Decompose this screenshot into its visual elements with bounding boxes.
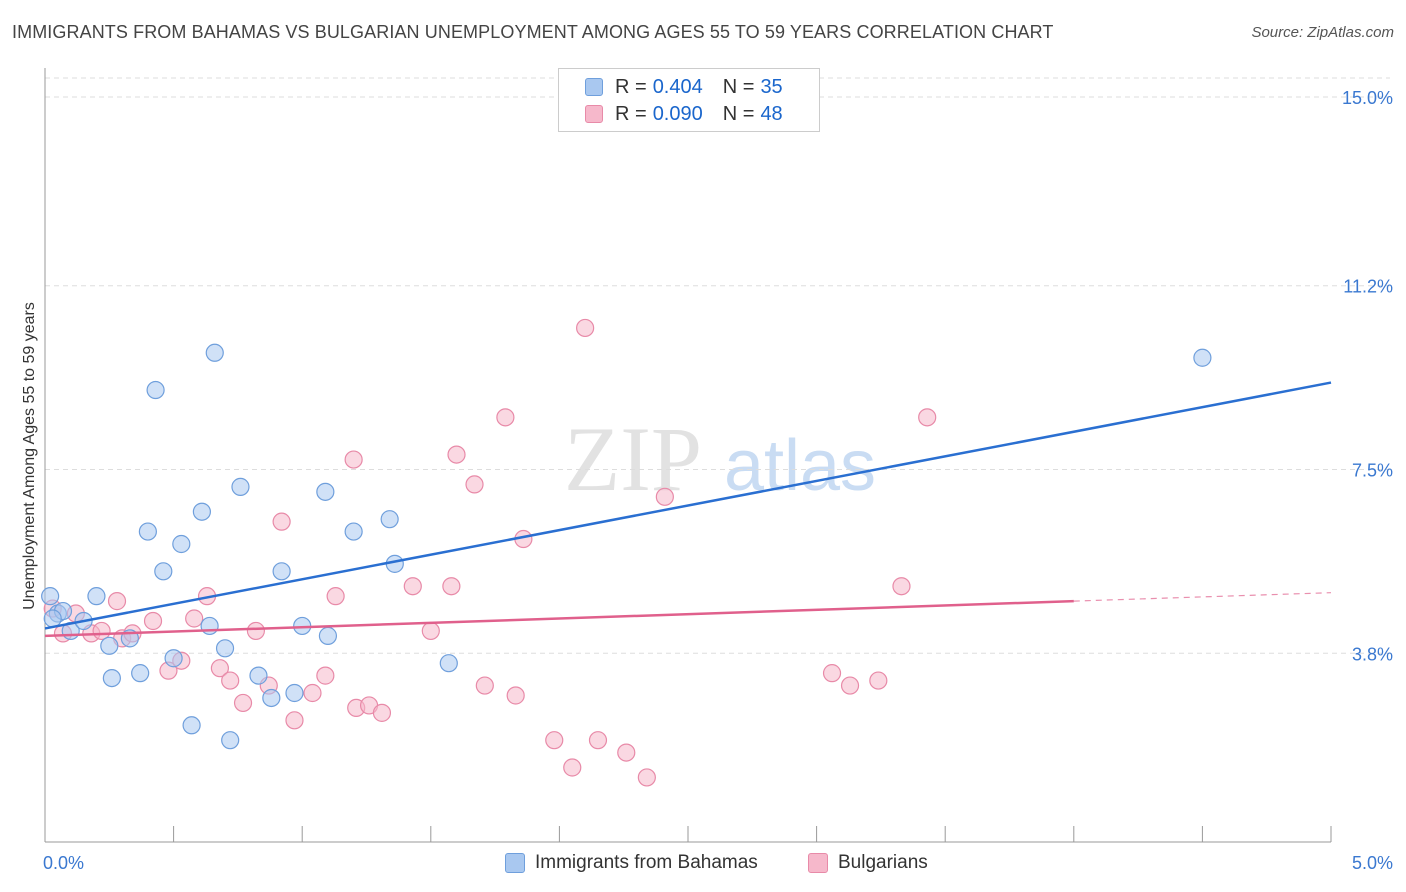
- chart-title: IMMIGRANTS FROM BAHAMAS VS BULGARIAN UNE…: [12, 22, 1054, 42]
- legend-r-label: R =: [615, 75, 647, 98]
- bulgarian-point: [822, 664, 842, 683]
- bulgarian-point: [326, 587, 345, 606]
- watermark-zip: ZIP: [564, 408, 702, 510]
- bulgarian-point: [372, 703, 392, 722]
- series-legend-bulgarians: Bulgarians: [808, 852, 928, 874]
- bulgarian-point: [316, 666, 335, 685]
- bulgarian-point: [840, 676, 860, 695]
- bulgarian-point: [285, 711, 304, 730]
- bahamas-point: [318, 626, 338, 645]
- bahamas-point: [285, 683, 304, 703]
- bulgarian-point: [447, 445, 466, 464]
- legend-row-bulgarians: R = 0.090 N = 48: [585, 102, 783, 126]
- bahamas-point: [100, 636, 119, 655]
- legend-n-value: 35: [760, 75, 783, 98]
- bulgarian-point: [563, 758, 582, 777]
- bahamas-point: [205, 343, 224, 362]
- bulgarian-point: [576, 318, 595, 338]
- y-tick-label: 7.5%: [1352, 461, 1393, 481]
- bahamas-point: [380, 510, 399, 529]
- bulgarian-point: [403, 577, 422, 596]
- correlation-legend: R = 0.404 N = 35 R = 0.090 N = 48: [558, 68, 820, 132]
- bulgarian-point: [221, 671, 240, 690]
- bahamas-point: [41, 587, 60, 606]
- x-tick-label-min: 0.0%: [43, 853, 84, 873]
- legend-row-bahamas: R = 0.404 N = 35: [585, 75, 783, 99]
- bahamas-point: [215, 639, 235, 658]
- series-legend-bahamas: Immigrants from Bahamas: [505, 852, 758, 874]
- bulgarian-trendline-extension: [1073, 592, 1332, 602]
- bahamas-point: [316, 482, 335, 501]
- bulgarian-point: [506, 686, 525, 705]
- x-tick-label-max: 5.0%: [1352, 853, 1393, 873]
- bahamas-point: [164, 649, 183, 668]
- bahamas-point: [272, 562, 291, 581]
- legend-n-label: N =: [722, 75, 755, 98]
- bahamas-point: [192, 502, 211, 521]
- bahamas-point: [262, 688, 281, 708]
- bahamas-point: [249, 666, 268, 685]
- legend-n-value: 48: [760, 102, 783, 125]
- series-swatch-blue: [505, 853, 525, 873]
- bulgarian-point: [442, 577, 461, 596]
- bahamas-point: [172, 534, 191, 554]
- legend-swatch-pink: [585, 105, 603, 123]
- bulgarian-point: [545, 731, 564, 750]
- bahamas-point: [231, 477, 250, 496]
- bulgarian-point: [637, 768, 656, 787]
- bahamas-point: [43, 609, 62, 628]
- bulgarian-point: [246, 621, 266, 641]
- bulgarian-point: [421, 621, 440, 641]
- bulgarian-point: [303, 683, 322, 703]
- bulgarian-point: [210, 659, 229, 678]
- legend-n-label: N =: [722, 102, 755, 125]
- legend-r-value: 0.404: [652, 75, 703, 98]
- bulgarian-point: [475, 676, 494, 695]
- bulgarian-point: [892, 577, 911, 596]
- bulgarian-point: [869, 671, 888, 690]
- bulgarian-point: [465, 475, 484, 494]
- bulgarian-trendline: [44, 599, 1074, 638]
- bulgarian-point: [233, 693, 253, 713]
- series-name-bahamas: Immigrants from Bahamas: [535, 852, 758, 873]
- bulgarian-point: [185, 609, 204, 628]
- bahamas-point: [102, 668, 121, 688]
- bahamas-point: [138, 522, 157, 541]
- y-tick-label: 3.8%: [1352, 644, 1393, 664]
- bahamas-point: [131, 664, 150, 683]
- bulgarian-point: [272, 512, 291, 531]
- bulgarian-point: [344, 450, 363, 469]
- bulgarian-point: [496, 408, 515, 427]
- legend-r-label: R =: [615, 102, 647, 125]
- bulgarian-point: [588, 731, 608, 750]
- bahamas-trendline: [44, 381, 1332, 630]
- y-tick-label: 15.0%: [1342, 88, 1393, 108]
- bahamas-point: [200, 616, 219, 636]
- y-tick-label: 11.2%: [1343, 277, 1393, 297]
- legend-swatch-blue: [585, 78, 603, 96]
- bulgarian-point: [617, 743, 636, 762]
- series-swatch-pink: [808, 853, 828, 873]
- bahamas-point: [182, 716, 201, 735]
- bahamas-point: [1193, 348, 1212, 367]
- source-credit: Source: ZipAtlas.com: [1251, 24, 1394, 41]
- bulgarian-point: [918, 408, 937, 427]
- bahamas-point: [154, 562, 173, 581]
- bahamas-point: [344, 522, 363, 541]
- bahamas-point: [439, 654, 458, 673]
- bahamas-point: [221, 731, 240, 750]
- bulgarian-point: [655, 487, 674, 506]
- legend-r-value: 0.090: [652, 102, 703, 125]
- bahamas-point: [146, 380, 165, 400]
- bulgarian-point: [143, 611, 163, 631]
- bulgarian-point: [107, 592, 127, 611]
- series-name-bulgarians: Bulgarians: [838, 852, 928, 873]
- bulgarian-point: [92, 621, 111, 641]
- bahamas-point: [87, 587, 106, 606]
